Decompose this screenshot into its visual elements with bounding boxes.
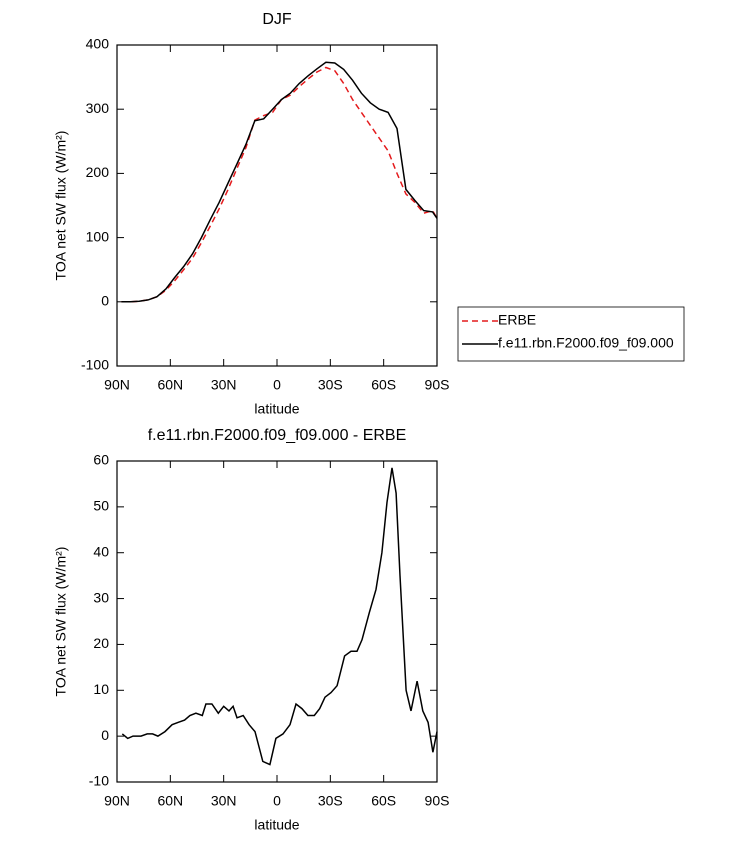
- x-tick-label: 30S: [318, 377, 343, 393]
- x-axis-label: latitude: [254, 817, 299, 833]
- x-tick-label: 30S: [318, 793, 343, 809]
- legend-label: ERBE: [498, 312, 536, 328]
- legend-box: [457, 306, 685, 362]
- y-tick-label: 100: [86, 228, 110, 244]
- y-tick-label: 300: [86, 100, 110, 116]
- y-tick-label: 10: [93, 681, 109, 697]
- x-tick-label: 30N: [211, 793, 237, 809]
- y-tick-label: 0: [101, 293, 109, 309]
- y-tick-label: 30: [93, 589, 109, 605]
- y-axis-label: TOA net SW flux (W/m²): [53, 131, 69, 281]
- y-tick-label: 0: [101, 727, 109, 743]
- y-tick-label: 400: [86, 36, 110, 52]
- x-axis-label: latitude: [254, 401, 299, 417]
- legend-label: f.e11.rbn.F2000.f09_f09.000: [498, 335, 674, 351]
- y-tick-label: 50: [93, 498, 109, 514]
- x-tick-label: 60S: [371, 377, 396, 393]
- plot-frame: [116, 460, 438, 783]
- x-tick-label: 90N: [104, 793, 130, 809]
- y-tick-label: 40: [93, 543, 109, 559]
- y-tick-label: -100: [81, 357, 109, 373]
- plot-frame: [116, 44, 438, 367]
- chart-title: DJF: [262, 11, 292, 28]
- x-tick-label: 90S: [425, 793, 450, 809]
- x-tick-label: 90N: [104, 377, 130, 393]
- x-tick-label: 60N: [157, 793, 183, 809]
- data-line: [121, 61, 438, 303]
- chart-title: f.e11.rbn.F2000.f09_f09.000 - ERBE: [148, 427, 407, 444]
- x-tick-label: 0: [273, 793, 281, 809]
- y-tick-label: 20: [93, 635, 109, 651]
- x-tick-label: 60N: [157, 377, 183, 393]
- x-tick-label: 90S: [425, 377, 450, 393]
- x-tick-label: 60S: [371, 793, 396, 809]
- y-tick-label: -10: [89, 773, 109, 789]
- x-tick-label: 0: [273, 377, 281, 393]
- y-tick-label: 60: [93, 452, 109, 468]
- data-line: [121, 467, 438, 766]
- y-axis-label: TOA net SW flux (W/m²): [53, 547, 69, 697]
- y-tick-label: 200: [86, 164, 110, 180]
- x-tick-label: 30N: [211, 377, 237, 393]
